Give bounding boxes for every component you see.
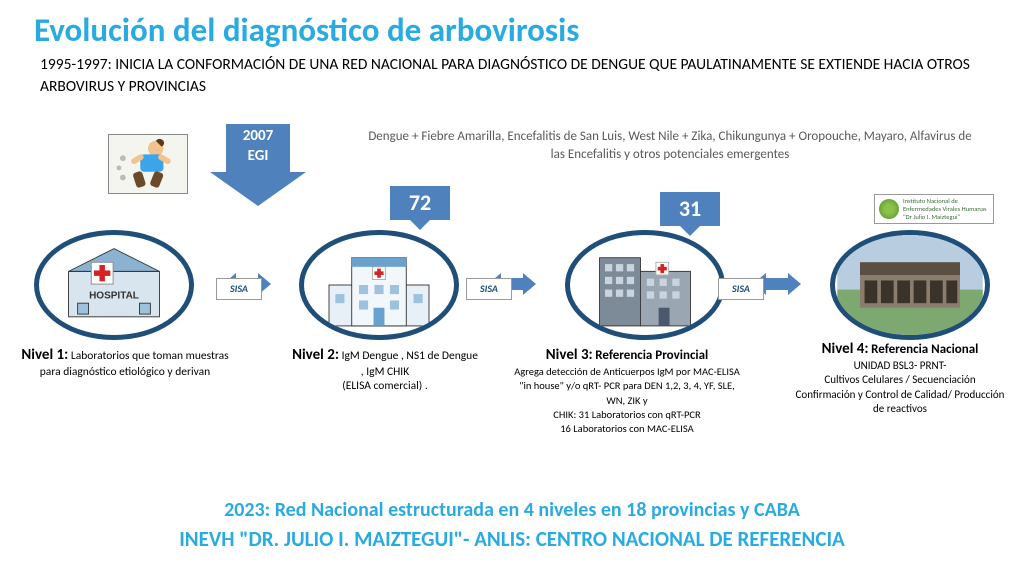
- level-4-desc: Nivel 4: Referencia Nacional UNIDAD BSL3…: [790, 340, 1010, 416]
- subtitle: 1995-1997: INICIA LA CONFORMACIÓN DE UNA…: [0, 54, 1024, 97]
- running-person-icon: [108, 134, 188, 194]
- arrow-2007-egi: 2007 EGI: [226, 124, 306, 206]
- virus-list: Dengue + Fiebre Amarilla, Encefalitis de…: [360, 128, 980, 163]
- levels-row: HOSPITAL: [0, 214, 1024, 354]
- level-1-node: HOSPITAL: [34, 224, 194, 344]
- sisa-badge: SISA: [216, 278, 262, 300]
- level-2-node: [299, 224, 459, 344]
- bottom-line-1: 2023: Red Nacional estructurada en 4 niv…: [0, 498, 1024, 522]
- page-title: Evolución del diagnóstico de arbovirosis: [0, 0, 1024, 54]
- bottom-line-2: INEVH "DR. JULIO I. MAIZTEGUI"- ANLIS: C…: [0, 526, 1024, 552]
- svg-text:HOSPITAL: HOSPITAL: [89, 291, 139, 302]
- level-4-node: [830, 224, 990, 344]
- sisa-badge: SISA: [466, 278, 512, 300]
- sisa-badge: SISA: [718, 278, 764, 300]
- arrow-label: EGI: [248, 147, 269, 165]
- arrow-year: 2007: [243, 127, 273, 145]
- level-2-desc: Nivel 2: IgM Dengue , NS1 de Dengue , Ig…: [290, 346, 480, 394]
- level-3-desc: Nivel 3: Referencia Provincial Agrega de…: [512, 346, 742, 437]
- level-3-node: [565, 224, 725, 344]
- level-1-desc: Nivel 1: Laboratorios que toman muestras…: [20, 346, 230, 379]
